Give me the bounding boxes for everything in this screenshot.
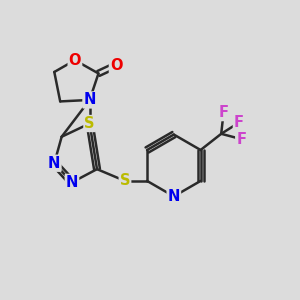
Text: S: S [84,116,95,131]
Text: N: N [48,156,61,171]
Text: F: F [219,105,229,120]
Text: N: N [168,189,180,204]
Text: O: O [69,53,81,68]
Text: F: F [236,132,246,147]
Text: N: N [66,175,78,190]
Text: F: F [234,115,244,130]
Text: S: S [120,173,130,188]
Text: O: O [110,58,122,73]
Text: N: N [83,92,96,107]
